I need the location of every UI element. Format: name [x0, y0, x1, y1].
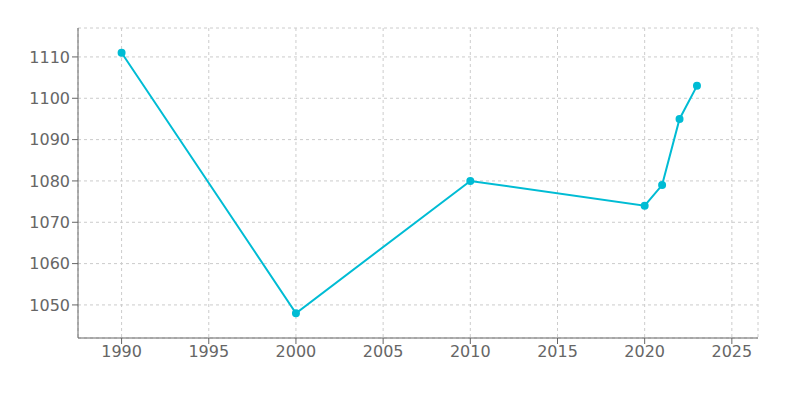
svg-text:2000: 2000	[276, 342, 317, 361]
svg-text:1060: 1060	[29, 254, 70, 273]
svg-text:1990: 1990	[101, 342, 142, 361]
svg-text:1995: 1995	[188, 342, 229, 361]
svg-text:2015: 2015	[537, 342, 578, 361]
svg-text:2025: 2025	[711, 342, 752, 361]
svg-text:1080: 1080	[29, 172, 70, 191]
svg-text:1100: 1100	[29, 89, 70, 108]
svg-text:2005: 2005	[363, 342, 404, 361]
svg-text:1090: 1090	[29, 130, 70, 149]
svg-text:1070: 1070	[29, 213, 70, 232]
svg-text:2010: 2010	[450, 342, 491, 361]
svg-text:1050: 1050	[29, 296, 70, 315]
svg-text:1110: 1110	[29, 48, 70, 67]
svg-text:2020: 2020	[624, 342, 665, 361]
